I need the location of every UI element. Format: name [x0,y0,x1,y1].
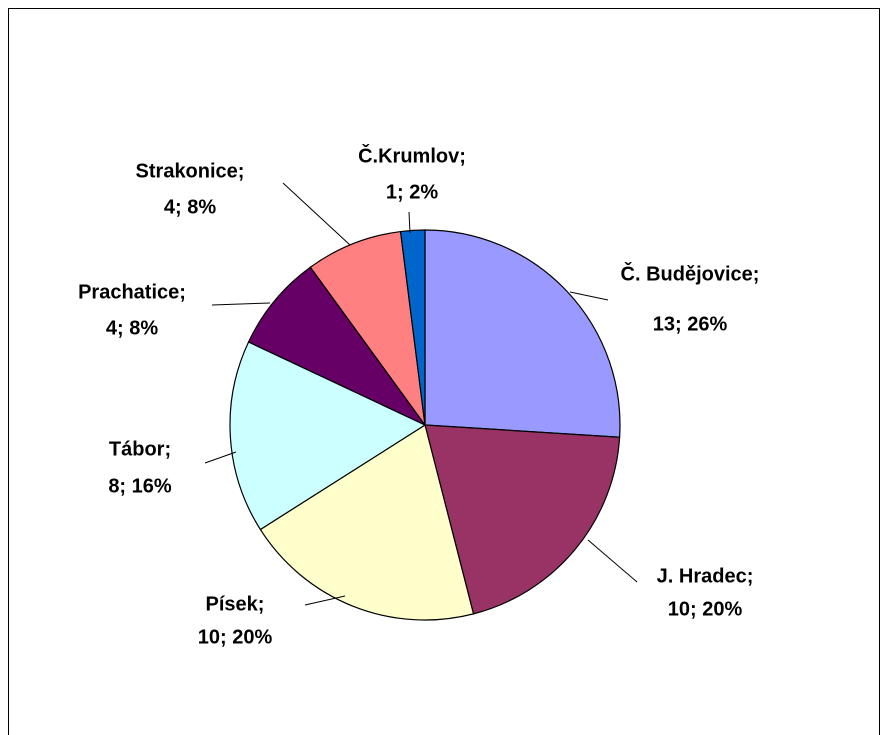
slice-label: J. Hradec; [657,565,754,587]
leader-line [211,302,271,306]
value-label: 13; 26% [653,313,728,335]
leader-line [304,595,346,606]
value-label: 1; 2% [386,181,438,203]
pie-slice [309,230,426,426]
pie-slice [259,424,475,621]
pie-slice [247,266,426,426]
leader-line [587,539,638,583]
slice-label: Č.Krumlov; [358,143,466,167]
pie-slice [424,424,621,615]
leader-line [408,211,411,234]
value-label: 10; 20% [668,598,743,620]
pie-slice [424,229,621,438]
slice-label: Písek; [206,593,265,615]
value-label: 4; 8% [106,317,158,339]
leader-line [282,182,351,246]
slice-label: Tábor; [109,438,171,460]
leader-line [569,291,609,301]
leader-line [204,451,237,464]
slice-label: Prachatice; [78,281,186,303]
value-label: 4; 8% [164,196,216,218]
slice-label: Strakonice; [136,160,245,182]
pie-slice [229,341,427,531]
value-label: 10; 20% [198,626,273,648]
pie-slice [399,229,426,426]
slice-label: Č. Budějovice; [621,261,760,285]
value-label: 8; 16% [108,475,172,497]
